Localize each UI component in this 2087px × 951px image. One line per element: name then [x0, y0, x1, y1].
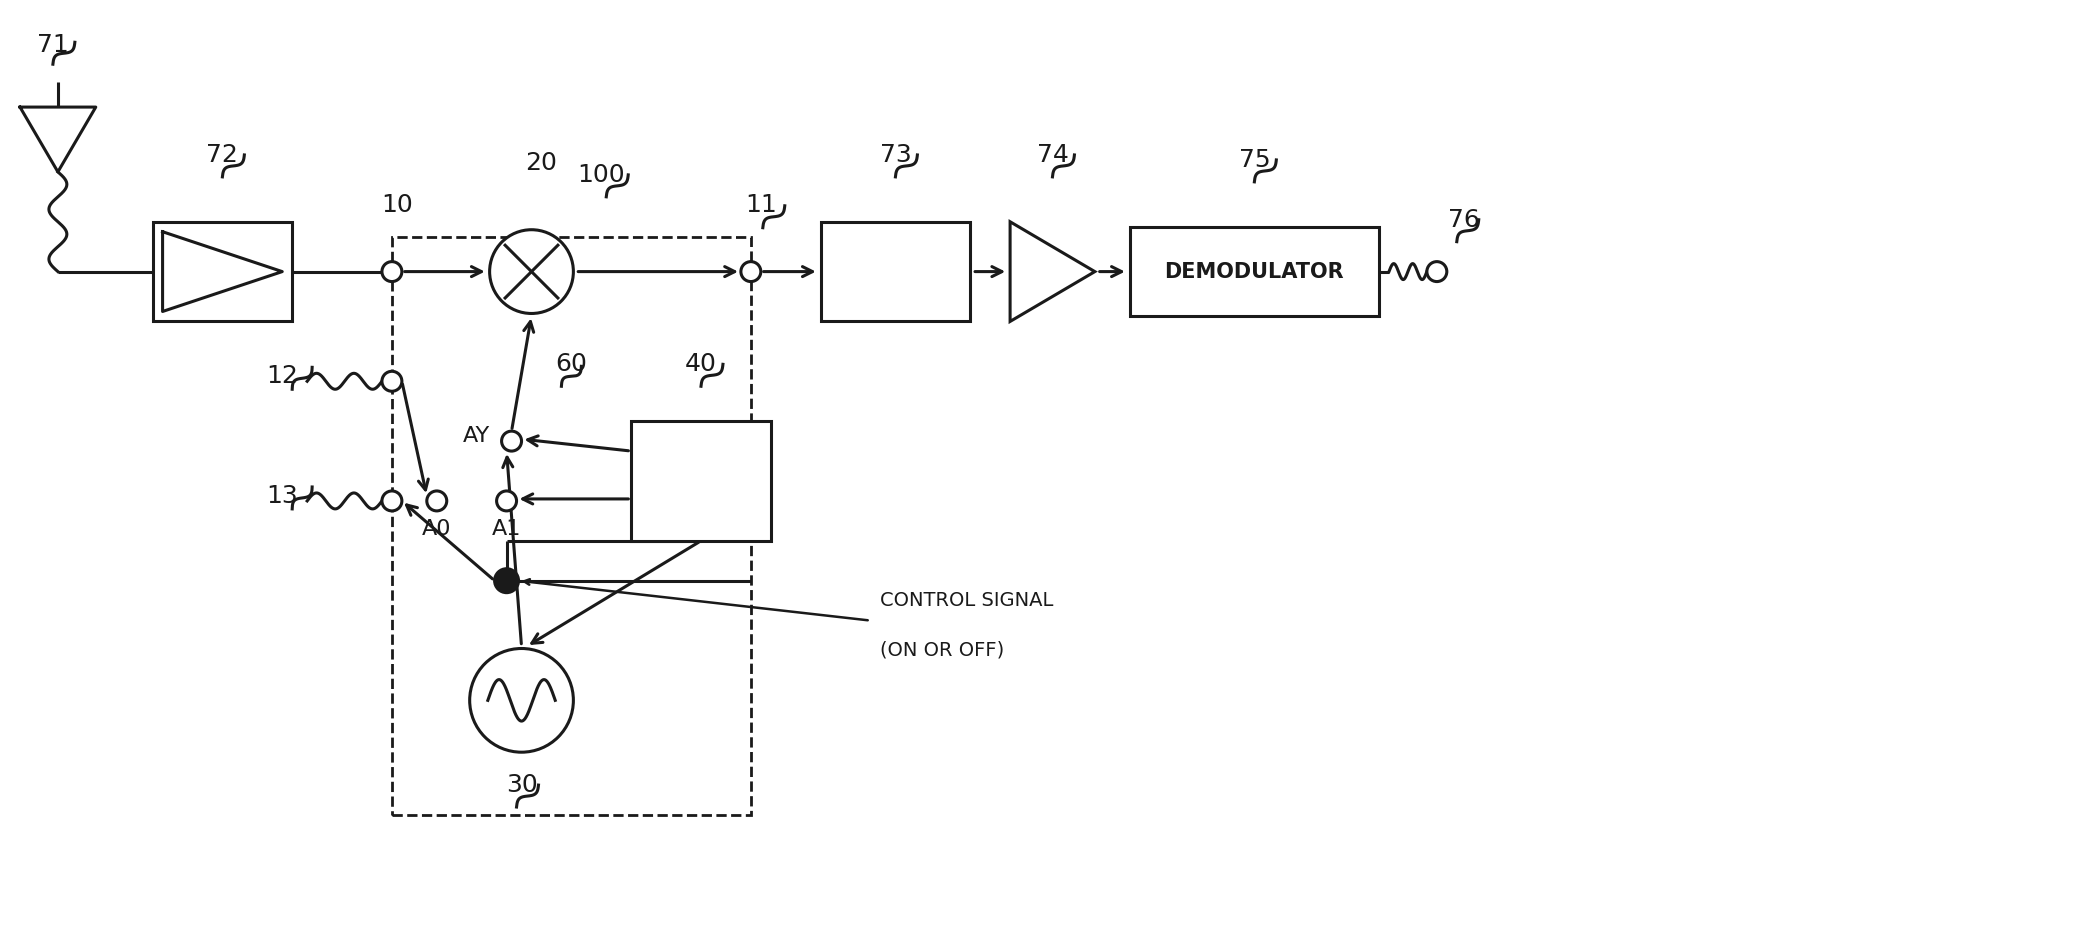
Circle shape — [497, 491, 518, 511]
Text: 73: 73 — [879, 143, 912, 167]
Circle shape — [382, 491, 403, 511]
Circle shape — [382, 262, 403, 281]
Bar — [392, 237, 751, 815]
Text: 72: 72 — [207, 143, 238, 167]
Circle shape — [428, 491, 447, 511]
Text: CONTROL SIGNAL: CONTROL SIGNAL — [881, 592, 1054, 611]
Text: 11: 11 — [745, 193, 776, 217]
Text: 100: 100 — [578, 163, 626, 186]
Bar — [630, 421, 770, 541]
Text: 10: 10 — [382, 193, 413, 217]
Text: 71: 71 — [38, 33, 69, 57]
Circle shape — [470, 649, 574, 752]
Text: 74: 74 — [1037, 143, 1069, 167]
Text: 60: 60 — [555, 352, 586, 377]
Circle shape — [495, 569, 518, 592]
Circle shape — [1428, 262, 1446, 281]
Circle shape — [741, 262, 762, 281]
Text: 76: 76 — [1448, 207, 1480, 232]
Bar — [152, 222, 292, 321]
Text: 75: 75 — [1238, 148, 1271, 172]
Text: DEMODULATOR: DEMODULATOR — [1165, 262, 1344, 281]
Text: 30: 30 — [505, 773, 538, 797]
Text: 13: 13 — [267, 484, 298, 508]
Circle shape — [382, 371, 403, 391]
Text: A1: A1 — [493, 519, 522, 539]
Text: AY: AY — [463, 426, 490, 446]
Bar — [820, 222, 970, 321]
Text: A0: A0 — [422, 519, 451, 539]
Text: (ON OR OFF): (ON OR OFF) — [881, 641, 1004, 660]
Circle shape — [490, 230, 574, 314]
Polygon shape — [1010, 222, 1096, 321]
Circle shape — [501, 431, 522, 451]
Text: 40: 40 — [685, 352, 718, 377]
Bar — [1129, 226, 1380, 317]
Text: 12: 12 — [267, 364, 298, 388]
Text: 20: 20 — [526, 151, 557, 175]
